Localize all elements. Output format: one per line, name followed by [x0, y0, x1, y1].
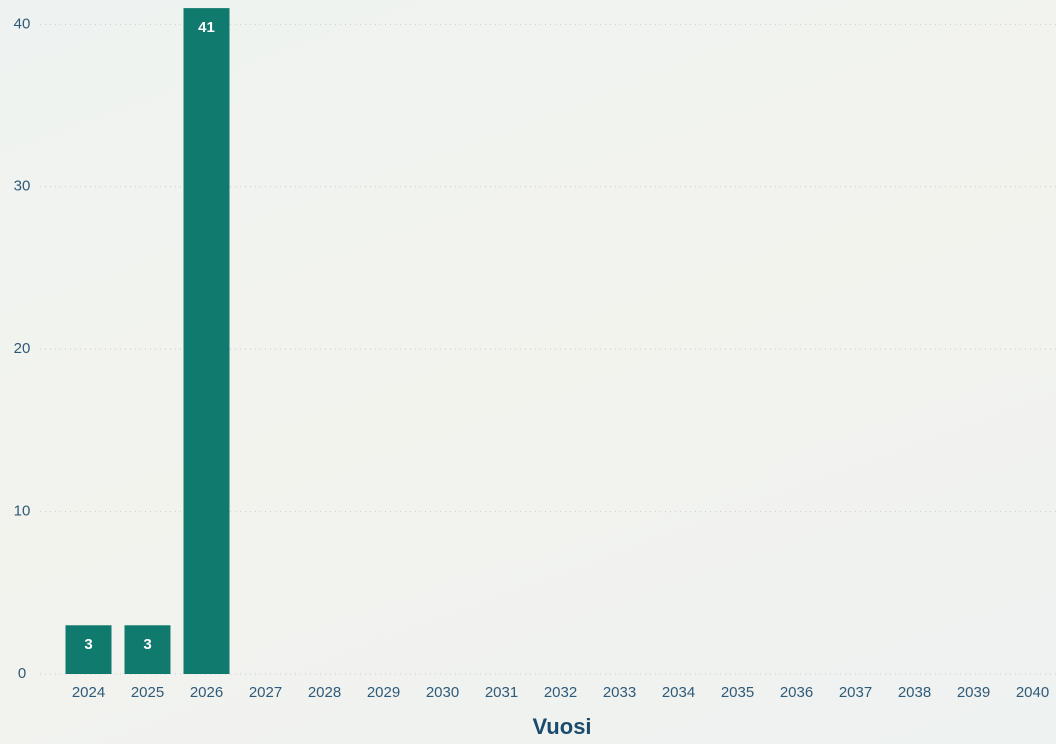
- x-tick-label: 2036: [780, 684, 813, 701]
- x-tick-label: 2033: [603, 684, 636, 701]
- x-tick-label: 2029: [367, 684, 400, 701]
- y-tick-label: 40: [14, 15, 31, 32]
- bar: [183, 8, 230, 674]
- x-tick-label: 2038: [898, 684, 931, 701]
- x-tick-label: 2028: [308, 684, 341, 701]
- value-label: 3: [143, 636, 151, 653]
- x-tick-label: 2026: [190, 684, 223, 701]
- x-tick-label: 2039: [957, 684, 990, 701]
- y-tick-label: 0: [18, 665, 26, 682]
- y-tick-label: 10: [14, 503, 31, 520]
- bar: [124, 625, 171, 674]
- value-label: 41: [198, 19, 215, 36]
- x-tick-label: 2024: [72, 684, 105, 701]
- x-tick-label: 2030: [426, 684, 459, 701]
- value-label: 3: [84, 636, 92, 653]
- bar: [65, 625, 112, 674]
- x-tick-label: 2027: [249, 684, 282, 701]
- y-tick-label: 30: [14, 178, 31, 195]
- x-tick-label: 2035: [721, 684, 754, 701]
- x-tick-label: 2034: [662, 684, 695, 701]
- x-tick-label: 2025: [131, 684, 164, 701]
- x-axis-title: Vuosi: [532, 714, 591, 739]
- y-tick-label: 20: [14, 340, 31, 357]
- x-tick-label: 2037: [839, 684, 872, 701]
- x-tick-label: 2031: [485, 684, 518, 701]
- x-tick-label: 2032: [544, 684, 577, 701]
- x-tick-label: 2040: [1016, 684, 1049, 701]
